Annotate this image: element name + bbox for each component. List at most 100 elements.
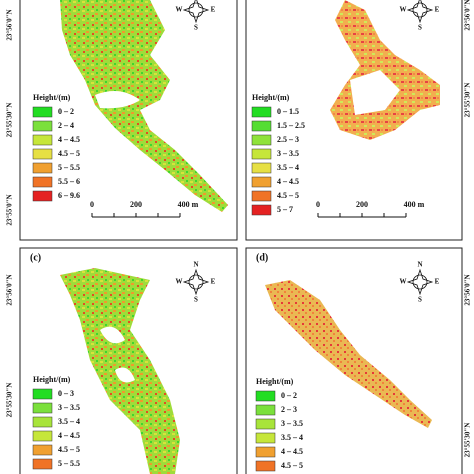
compass-letter: W [400, 6, 407, 14]
legend-swatch [251, 134, 272, 146]
legend-label: 3 – 3.5 [58, 403, 80, 412]
latitude-label: 23°55'30"N [464, 423, 472, 458]
scale-label: 400 m [178, 200, 199, 209]
legend-label: 4.5 – 5 [58, 445, 80, 454]
compass-ring [188, 274, 204, 290]
legend-label: 0 – 2 [281, 391, 297, 400]
legend-label: 3.5 – 4 [277, 163, 299, 172]
compass-ring [188, 2, 204, 18]
legend-swatch [32, 148, 53, 160]
legend-swatch [255, 390, 276, 402]
legend-title: Height/(m) [252, 93, 290, 102]
legend-swatch [255, 460, 276, 472]
legend-swatch [251, 204, 272, 216]
legend-swatch [251, 162, 272, 174]
legend-label: 3 – 3.5 [277, 149, 299, 158]
map-areas [60, 0, 440, 474]
compass-letter: E [211, 6, 216, 14]
legend-swatch [32, 162, 53, 174]
legend-label: 4 – 4.5 [277, 177, 299, 186]
legend-swatch [251, 106, 272, 118]
latitude-label: 23°55'30"N [464, 83, 472, 118]
gap [350, 70, 400, 115]
legend-label: 3.5 – 4 [281, 433, 303, 442]
latitude-label: 23°55'30"N [6, 103, 14, 138]
legend-label: 4 – 4.5 [281, 447, 303, 456]
legend-swatch [255, 404, 276, 416]
legend-swatch [32, 458, 53, 470]
legend-swatch [251, 120, 272, 132]
scale-label: 200 [356, 200, 368, 209]
compass-ring [412, 274, 428, 290]
legend-title: Height/(m) [33, 93, 71, 102]
legend-label: 3.5 – 4 [58, 417, 80, 426]
legend-swatch [32, 430, 53, 442]
compass-letter: E [435, 278, 440, 286]
scale-label: 200 [130, 200, 142, 209]
scale-label: 0 [316, 200, 320, 209]
compass-letter: N [193, 261, 198, 269]
legend-swatch [251, 148, 272, 160]
compass-rose [406, 0, 434, 24]
compass-letter: S [194, 296, 198, 304]
legend-label: 0 – 2 [58, 107, 74, 116]
legend-label: 2.5 – 3 [277, 135, 299, 144]
panel-label: (c) [30, 252, 41, 263]
compass-letter: S [418, 296, 422, 304]
compass-letter: W [176, 6, 183, 14]
gap [100, 326, 135, 383]
scale-label: 0 [90, 200, 94, 209]
legend-swatch [251, 176, 272, 188]
latitude-label: 23°56'0"N [6, 274, 14, 305]
legend-label: 0 – 3 [58, 389, 74, 398]
panel-label: (d) [256, 252, 268, 263]
latitude-label: 23°55'30"N [6, 383, 14, 418]
legend-swatch [32, 190, 53, 202]
legend-label: 4.5 – 5 [58, 149, 80, 158]
compass-letter: S [418, 24, 422, 32]
compass-letter: E [211, 278, 216, 286]
legend-swatch [32, 176, 53, 188]
latitude-label: 23°55'0"N [6, 194, 14, 225]
legend-swatch [255, 446, 276, 458]
legend-swatch [32, 134, 53, 146]
legend-label: 1.5 – 2.5 [277, 121, 305, 130]
legend-label: 5 – 5.5 [58, 459, 80, 468]
legend-label: 4.5 – 5 [281, 461, 303, 470]
legend-swatch [255, 418, 276, 430]
latitude-label: 23°56'0"N [6, 9, 14, 40]
compass-letter: W [400, 278, 407, 286]
legend-label: 5 – 7 [277, 205, 293, 214]
compass-letter: W [176, 278, 183, 286]
legend-swatch [251, 190, 272, 202]
river [95, 91, 140, 109]
compass-rose [182, 0, 210, 24]
compass-letter: N [417, 261, 422, 269]
compass-rose [182, 268, 210, 296]
compass-letter: E [435, 6, 440, 14]
map-area [265, 280, 432, 428]
legend-label: 4 – 4.5 [58, 135, 80, 144]
legend-title: Height/(m) [256, 377, 294, 386]
legend-label: 0 – 1.5 [277, 107, 299, 116]
map-area [60, 0, 228, 212]
legend-label: 4 – 4.5 [58, 431, 80, 440]
latitude-label: 23°56'0"N [464, 0, 472, 31]
compass-ring [412, 2, 428, 18]
compass-letter: S [194, 24, 198, 32]
legend-label: 5 – 5.5 [58, 163, 80, 172]
legend-label: 4.5 – 5 [277, 191, 299, 200]
scale-label: 400 m [404, 200, 425, 209]
legend-label: 3 – 3.5 [281, 419, 303, 428]
annotations: 23°56'0"N 23°55'30"N 23°55'0"N N S W E Height/(… [6, 0, 472, 472]
latitude-label: 23°56'0"N [464, 274, 472, 305]
legend-swatch [32, 444, 53, 456]
legend-label: 6 – 9.6 [58, 191, 80, 200]
legend-label: 2 – 3 [281, 405, 297, 414]
legend-swatch [255, 432, 276, 444]
legend-label: 2 – 4 [58, 121, 74, 130]
legend-swatch [32, 388, 53, 400]
legend-label: 5.5 – 6 [58, 177, 80, 186]
legend-swatch [32, 120, 53, 132]
